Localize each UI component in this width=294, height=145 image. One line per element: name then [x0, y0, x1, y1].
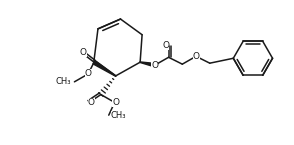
Polygon shape	[140, 62, 155, 67]
Text: O: O	[85, 69, 92, 78]
Text: O: O	[151, 61, 158, 70]
Text: O: O	[193, 52, 200, 61]
Text: CH₃: CH₃	[56, 77, 71, 86]
Text: O: O	[80, 48, 87, 57]
Text: O: O	[112, 98, 119, 107]
Polygon shape	[93, 61, 116, 76]
Text: O: O	[162, 41, 169, 50]
Text: CH₃: CH₃	[111, 111, 126, 120]
Text: O: O	[88, 98, 95, 107]
